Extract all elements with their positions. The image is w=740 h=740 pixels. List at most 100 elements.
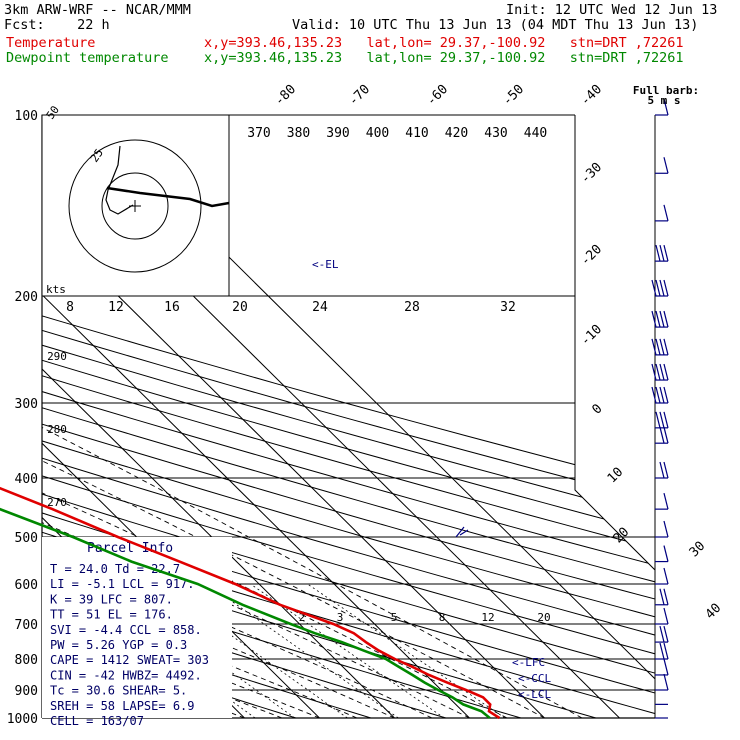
parcel-info-row: Tc = 30.6 SHEAR= 5. [50, 684, 187, 698]
dry-adiabat-line [42, 115, 655, 718]
wind-barb [655, 658, 669, 676]
isotherm-tick-label: -60 [424, 82, 451, 109]
valid-time: Valid: 10 UTC Thu 13 Jun 13 (04 MDT Thu … [292, 17, 699, 33]
dewpoint-legend: Dewpoint temperature [6, 50, 169, 66]
wind-barb [651, 338, 669, 356]
parcel-info-row: TT = 51 EL = 176. [50, 608, 173, 622]
wind-barb [651, 279, 669, 297]
mixing-ratio-label-lower: 12 [481, 611, 494, 624]
wind-barb [655, 642, 669, 660]
dry-adiabat-line [42, 115, 655, 718]
hodograph-ring-inner [101, 172, 169, 240]
dry-adiabat-line [42, 115, 655, 718]
mixing-ratio-label: 20 [232, 300, 248, 315]
pressure-tick-label: 100 [15, 109, 38, 124]
dry-adiabat-line [42, 115, 655, 718]
parcel-info-row: PW = 5.26 YGP = 0.3 [50, 638, 187, 652]
mixing-ratio-label-lower: 20 [537, 611, 550, 624]
theta-tick-label: 390 [326, 126, 349, 141]
dry-adiabat-line [42, 115, 522, 718]
pressure-tick-label: 1000 [7, 712, 38, 727]
pressure-tick-label: 300 [15, 397, 38, 412]
temperature-location: x,y=393.46,135.23 lat,lon= 29.37,-100.92… [204, 35, 684, 51]
theta-lower-label: 290 [47, 350, 67, 363]
dry-adiabat-line [42, 115, 655, 718]
parcel-info-box [42, 537, 232, 718]
temperature-line [0, 486, 501, 720]
mixing-ratio-label: 12 [108, 300, 124, 315]
dewpoint-location: x,y=393.46,135.23 lat,lon= 29.37,-100.92… [204, 50, 684, 66]
barb-legend-title: Full barb: [633, 84, 699, 97]
wind-barb [655, 673, 669, 691]
parcel-info-row: CIN = -42 HWBZ= 4492. [50, 668, 202, 682]
dry-adiabat-line [42, 115, 655, 718]
isotherm-line [42, 115, 545, 718]
isotherm-tick-label: 40 [703, 601, 725, 623]
wind-barb [651, 386, 669, 404]
moist-adiabat-line [42, 295, 395, 718]
theta-lower-label: 280 [47, 423, 67, 436]
isotherm-tick-label: -80 [272, 82, 299, 109]
temperature-legend: Temperature [6, 35, 96, 51]
isotherm-tick-label: -30 [578, 160, 605, 187]
dry-adiabat-line [42, 115, 655, 718]
level-marker-lfc: <-LFC [512, 656, 545, 669]
moist-adiabat-line [42, 295, 433, 718]
parcel-info-row: K = 39 LFC = 807. [50, 592, 173, 606]
parcel-marker [455, 526, 469, 538]
mixing-ratio-label: 28 [404, 300, 420, 315]
wind-barb [655, 492, 669, 510]
theta-lower-label: 270 [47, 496, 67, 509]
mixing-ratio-label-lower: 8 [439, 611, 446, 624]
theta-tick-label: 430 [484, 126, 507, 141]
parcel-info-row: CAPE = 1412 SWEAT= 303 [50, 653, 209, 667]
wind-barb [655, 427, 669, 444]
theta-tick-label: 420 [445, 126, 468, 141]
hodograph-ring-outer [68, 139, 202, 273]
mixing-ratio-label-lower: 3 [337, 611, 344, 624]
wind-barb [655, 461, 669, 479]
mixing-ratio-label: 16 [164, 300, 180, 315]
dry-adiabat-line [42, 115, 655, 718]
hodograph-ring-label: 50 [44, 103, 62, 121]
wind-barb [655, 607, 669, 625]
pressure-tick-label: 400 [15, 472, 38, 487]
pressure-tick-label: 200 [15, 290, 38, 305]
parcel-info-row: SVI = -4.4 CCL = 858. [50, 623, 202, 637]
level-marker-el: <-EL [312, 258, 339, 271]
theta-tick-label: 410 [405, 126, 428, 141]
isotherm-line [42, 115, 395, 718]
pressure-tick-label: 800 [15, 653, 38, 668]
forecast-hour: Fcst: 22 h [4, 17, 110, 33]
parcel-info-row: LI = -5.1 LCL = 917. [50, 577, 195, 591]
mixing-ratio-label: 8 [66, 300, 74, 315]
isotherm-tick-label: 0 [589, 401, 605, 417]
hodograph-upper-trace [106, 186, 230, 208]
mixing-ratio-line [206, 583, 399, 718]
theta-tick-label: 400 [366, 126, 389, 141]
theta-tick-label: 370 [247, 126, 270, 141]
isotherm-tick-label: 10 [605, 465, 627, 487]
isotherm-line [42, 115, 470, 718]
wind-barb [655, 588, 669, 606]
wind-barb [651, 310, 669, 328]
hodograph-lower-trace [105, 145, 134, 215]
wind-barb [655, 545, 669, 563]
dry-adiabat-line [42, 115, 655, 718]
wind-barb [655, 157, 669, 174]
theta-tick-label: 380 [287, 126, 310, 141]
isotherm-tick-label: 20 [611, 525, 633, 547]
wind-barb [651, 363, 669, 381]
mixing-ratio-label-lower: 5 [391, 611, 398, 624]
right-frame [574, 115, 656, 718]
dewpoint-line [0, 507, 491, 720]
isotherm-tick-label: -40 [578, 82, 605, 109]
dry-adiabat-line [42, 115, 447, 718]
pressure-tick-label: 700 [15, 618, 38, 633]
isotherm-tick-label: -20 [578, 242, 605, 269]
hodograph-units: kts [46, 283, 66, 296]
pressure-tick-label: 600 [15, 578, 38, 593]
isotherm-tick-label: 30 [687, 539, 709, 561]
wind-barb [655, 244, 669, 262]
